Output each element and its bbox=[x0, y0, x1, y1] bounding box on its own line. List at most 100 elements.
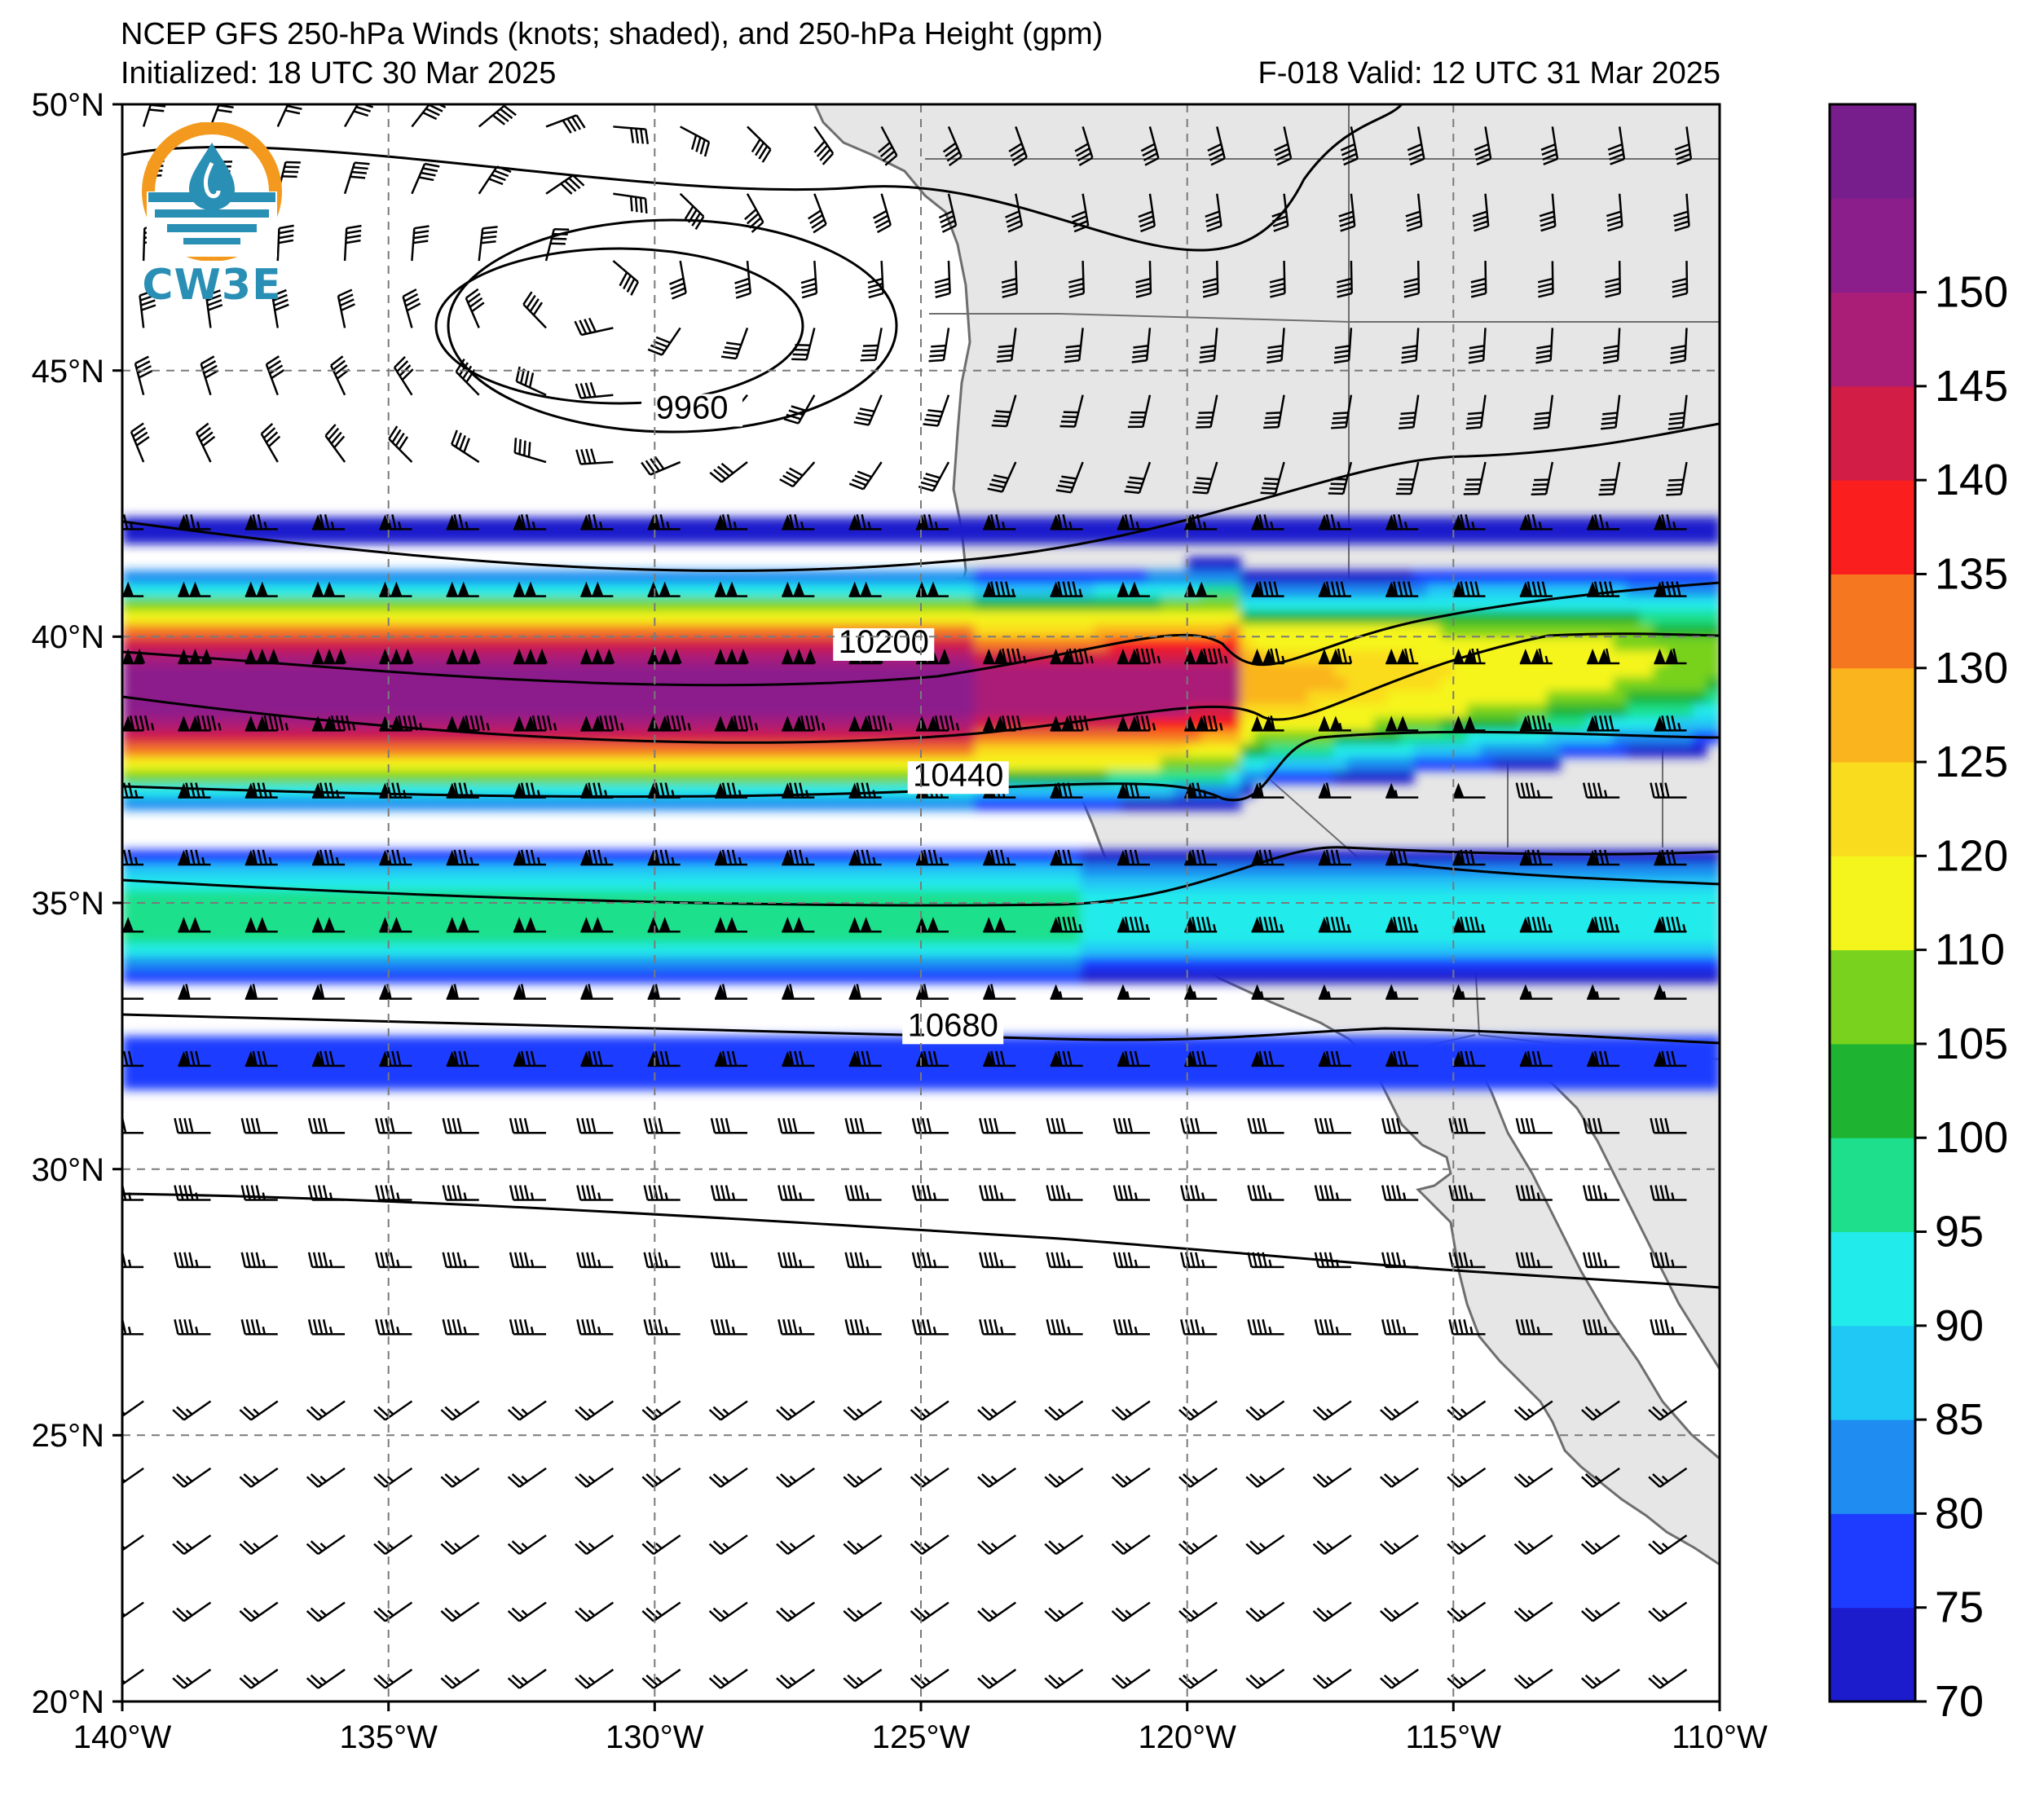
shade-cell bbox=[268, 956, 283, 971]
shade-cell bbox=[548, 663, 562, 678]
shade-cell bbox=[148, 596, 163, 611]
shade-cell bbox=[1214, 703, 1228, 718]
shade-cell bbox=[601, 530, 616, 544]
wind-barb bbox=[580, 917, 614, 933]
shade-cell bbox=[1506, 623, 1521, 638]
shade-cell bbox=[1560, 889, 1575, 904]
wind-barb bbox=[1448, 1117, 1486, 1134]
shade-cell bbox=[295, 729, 310, 744]
wind-barb bbox=[844, 1252, 882, 1269]
wind-barb bbox=[178, 581, 211, 597]
shade-cell bbox=[1453, 663, 1468, 678]
shade-cell bbox=[1533, 1076, 1548, 1090]
shade-cell bbox=[1493, 929, 1508, 944]
shade-cell bbox=[961, 863, 976, 878]
shade-cell bbox=[801, 1049, 816, 1063]
shade-cell bbox=[468, 1063, 482, 1077]
shade-cell bbox=[188, 956, 203, 971]
shade-cell bbox=[1546, 849, 1561, 864]
shade-cell bbox=[1426, 676, 1441, 691]
shade-cell bbox=[1187, 689, 1201, 704]
shade-cell bbox=[535, 636, 549, 651]
shade-cell bbox=[1373, 863, 1388, 878]
shade-cell bbox=[1666, 610, 1681, 624]
shade-cell bbox=[881, 1076, 896, 1090]
shade-cell bbox=[987, 929, 1002, 944]
shade-cell bbox=[442, 743, 456, 758]
shade-cell bbox=[535, 676, 549, 691]
shade-cell bbox=[1027, 969, 1042, 984]
shade-cell bbox=[1174, 903, 1188, 918]
shade-cell bbox=[322, 1049, 337, 1063]
shade-cell bbox=[881, 1063, 896, 1077]
shade-cell bbox=[1306, 903, 1321, 918]
shade-cell bbox=[601, 570, 616, 584]
shade-cell bbox=[1094, 863, 1108, 878]
shade-cell bbox=[175, 769, 190, 784]
shade-cell bbox=[1653, 636, 1667, 651]
wind-barb bbox=[1202, 261, 1219, 298]
shade-cell bbox=[1253, 769, 1268, 784]
shade-cell bbox=[335, 969, 350, 984]
shade-cell bbox=[282, 876, 297, 891]
shade-cell bbox=[1586, 703, 1601, 718]
shade-cell bbox=[1214, 876, 1228, 891]
shade-cell bbox=[1054, 876, 1068, 891]
shade-cell bbox=[255, 1063, 270, 1077]
shade-cell bbox=[522, 876, 536, 891]
shade-cell bbox=[867, 943, 882, 957]
shade-cell bbox=[148, 769, 163, 784]
shade-cell bbox=[974, 943, 989, 957]
wind-barb bbox=[379, 849, 412, 866]
shade-cell bbox=[468, 1076, 482, 1090]
shade-cell bbox=[442, 1036, 456, 1050]
shade-cell bbox=[228, 649, 243, 664]
shade-cell bbox=[1506, 610, 1521, 624]
shade-cell bbox=[415, 1063, 430, 1077]
shade-cell bbox=[215, 1063, 230, 1077]
shade-cell bbox=[974, 610, 989, 624]
shade-cell bbox=[1373, 703, 1388, 718]
shade-cell bbox=[1293, 756, 1308, 771]
shade-cell bbox=[681, 676, 696, 691]
shade-cell bbox=[1613, 916, 1628, 931]
contour-9960-closed bbox=[447, 218, 898, 434]
shade-cell bbox=[1200, 570, 1215, 584]
shade-cell bbox=[1027, 903, 1042, 918]
shade-cell bbox=[1480, 956, 1495, 971]
shade-cell bbox=[322, 889, 337, 904]
shade-cell bbox=[1174, 636, 1188, 651]
shade-cell bbox=[562, 689, 576, 704]
shade-cell bbox=[827, 596, 842, 611]
shade-cell bbox=[1107, 596, 1121, 611]
shade-cell bbox=[1014, 530, 1029, 544]
shade-cell bbox=[841, 956, 856, 971]
shade-cell bbox=[1480, 756, 1495, 771]
shade-cell bbox=[188, 943, 203, 957]
shade-cell bbox=[1333, 596, 1348, 611]
shade-cell bbox=[1253, 969, 1268, 984]
wind-barb bbox=[122, 1534, 144, 1556]
shade-cell bbox=[894, 663, 909, 678]
shade-cell bbox=[734, 623, 749, 638]
wind-barb bbox=[1672, 261, 1689, 298]
shade-cell bbox=[1214, 743, 1228, 758]
shade-cell bbox=[175, 756, 190, 771]
shade-cell bbox=[801, 903, 816, 918]
wind-barb bbox=[1448, 1185, 1486, 1201]
shade-cell bbox=[1081, 876, 1095, 891]
shade-cell bbox=[774, 1036, 789, 1050]
shade-cell bbox=[482, 916, 496, 931]
wind-barb bbox=[979, 1252, 1016, 1269]
shade-cell bbox=[402, 769, 416, 784]
shade-cell bbox=[162, 530, 177, 544]
shade-cell bbox=[947, 1049, 962, 1063]
shade-cell bbox=[282, 689, 297, 704]
shade-cell bbox=[1680, 517, 1694, 531]
shade-cell bbox=[122, 796, 137, 811]
shade-cell bbox=[628, 849, 642, 864]
shade-cell bbox=[1333, 663, 1348, 678]
shade-cell bbox=[1081, 623, 1095, 638]
shade-cell bbox=[854, 756, 869, 771]
shade-cell bbox=[1320, 530, 1335, 544]
